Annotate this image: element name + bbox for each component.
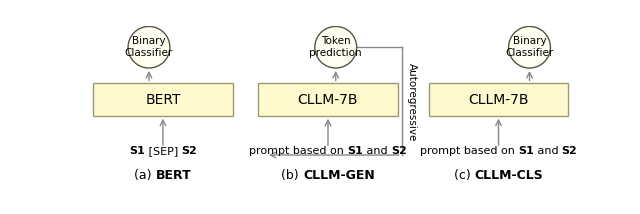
Text: BERT: BERT — [156, 169, 191, 182]
Text: (b): (b) — [282, 169, 303, 182]
FancyBboxPatch shape — [93, 83, 233, 116]
Text: (a): (a) — [134, 169, 156, 182]
Text: CLLM-CLS: CLLM-CLS — [474, 169, 543, 182]
Text: prompt based on: prompt based on — [419, 146, 518, 156]
FancyBboxPatch shape — [429, 83, 568, 116]
Text: Token
prediction: Token prediction — [309, 36, 362, 58]
Text: CLLM-7B: CLLM-7B — [298, 93, 358, 107]
Text: [SEP]: [SEP] — [145, 146, 181, 156]
Text: and: and — [363, 146, 391, 156]
Text: Binary
Classifier: Binary Classifier — [506, 36, 554, 58]
Text: prompt based on: prompt based on — [249, 146, 348, 156]
Text: S2: S2 — [562, 146, 577, 156]
Text: Binary
Classifier: Binary Classifier — [125, 36, 173, 58]
Text: BERT: BERT — [145, 93, 180, 107]
Text: S1: S1 — [129, 146, 145, 156]
Text: S2: S2 — [391, 146, 407, 156]
Circle shape — [509, 27, 550, 68]
Text: CLLM-7B: CLLM-7B — [468, 93, 529, 107]
Text: S2: S2 — [181, 146, 197, 156]
Text: and: and — [534, 146, 562, 156]
Text: CLLM-GEN: CLLM-GEN — [303, 169, 374, 182]
Circle shape — [315, 27, 356, 68]
Text: S1: S1 — [518, 146, 534, 156]
Circle shape — [128, 27, 170, 68]
Text: (c): (c) — [454, 169, 474, 182]
Text: S1: S1 — [348, 146, 363, 156]
FancyBboxPatch shape — [259, 83, 397, 116]
Text: Autoregressive: Autoregressive — [406, 64, 417, 142]
